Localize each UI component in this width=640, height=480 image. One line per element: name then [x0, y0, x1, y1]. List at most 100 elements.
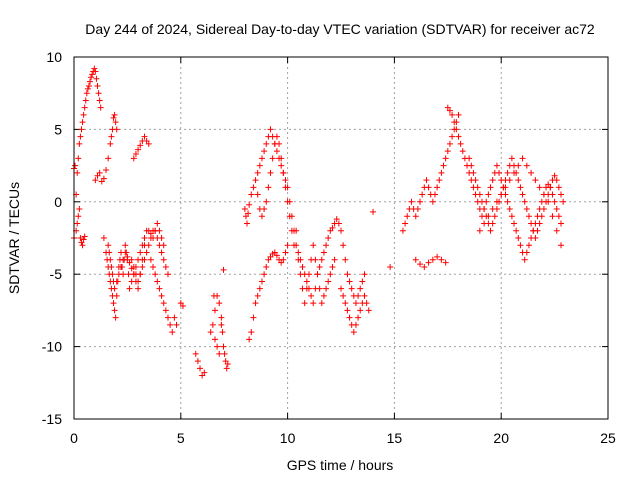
- data-point: [211, 307, 218, 314]
- data-point: [135, 146, 142, 153]
- data-point: [489, 220, 496, 227]
- data-point: [269, 155, 276, 162]
- data-point: [141, 256, 148, 263]
- data-point: [303, 278, 310, 285]
- data-point: [154, 220, 161, 227]
- data-point: [244, 220, 251, 227]
- y-tick-label: 0: [54, 194, 62, 210]
- data-point: [528, 169, 535, 176]
- data-point: [532, 177, 539, 184]
- data-point: [363, 300, 370, 307]
- data-point: [207, 329, 214, 336]
- data-point: [429, 256, 436, 263]
- data-point: [504, 198, 511, 205]
- data-point: [150, 263, 157, 270]
- data-point: [158, 292, 165, 299]
- data-point: [446, 107, 453, 114]
- data-point: [536, 184, 543, 191]
- data-point: [96, 97, 103, 104]
- data-point: [357, 307, 364, 314]
- data-point: [107, 140, 114, 147]
- data-point: [245, 210, 252, 217]
- data-point: [126, 285, 133, 292]
- data-point: [481, 206, 488, 213]
- data-point: [489, 206, 496, 213]
- data-point: [560, 198, 567, 205]
- data-point: [85, 82, 92, 89]
- data-point: [425, 184, 432, 191]
- data-point: [506, 177, 513, 184]
- y-axis-label: SDTVAR / TECUs: [6, 182, 22, 294]
- data-point: [476, 227, 483, 234]
- data-point: [280, 256, 287, 263]
- data-point: [88, 74, 95, 81]
- data-point: [408, 198, 415, 205]
- chart-title: Day 244 of 2024, Sidereal Day-to-day VTE…: [85, 21, 595, 37]
- x-tick-label: 20: [493, 430, 509, 446]
- data-point: [87, 78, 94, 85]
- data-point: [80, 111, 87, 118]
- data-point: [167, 321, 174, 328]
- data-point: [252, 177, 259, 184]
- data-point: [220, 266, 227, 273]
- data-point: [78, 126, 85, 133]
- data-point: [141, 133, 148, 140]
- data-point: [256, 162, 263, 169]
- data-point: [81, 104, 88, 111]
- data-point: [515, 162, 522, 169]
- data-point: [468, 162, 475, 169]
- data-point: [442, 259, 449, 266]
- data-point: [124, 253, 131, 260]
- data-point: [545, 198, 552, 205]
- data-point: [338, 227, 344, 234]
- data-point: [261, 206, 268, 213]
- data-point: [361, 271, 368, 278]
- data-point: [284, 184, 291, 191]
- data-point: [137, 142, 144, 149]
- data-point: [267, 169, 274, 176]
- data-point: [318, 300, 325, 307]
- data-point: [156, 285, 163, 292]
- data-point: [81, 233, 88, 240]
- x-tick-label: 25: [600, 430, 616, 446]
- data-point: [511, 169, 518, 176]
- data-point: [487, 184, 494, 191]
- data-point: [404, 213, 411, 220]
- data-point: [438, 256, 445, 263]
- data-point: [555, 184, 562, 191]
- data-point: [558, 220, 565, 227]
- data-point: [361, 292, 368, 299]
- data-point: [472, 177, 479, 184]
- data-point: [547, 184, 554, 191]
- data-point: [431, 191, 438, 198]
- data-point: [449, 133, 456, 140]
- data-point: [254, 169, 261, 176]
- data-point: [299, 263, 306, 270]
- data-point: [84, 85, 91, 92]
- x-tick-label: 0: [70, 430, 78, 446]
- y-tick-label: 5: [54, 121, 62, 137]
- data-point: [457, 140, 464, 147]
- data-point: [333, 216, 340, 223]
- data-point: [340, 242, 347, 249]
- data-point: [110, 114, 117, 121]
- data-point: [147, 235, 154, 241]
- data-point: [164, 271, 171, 278]
- data-point: [216, 350, 223, 357]
- data-point: [258, 155, 265, 162]
- data-point: [72, 162, 79, 169]
- data-point: [348, 285, 355, 292]
- data-point: [528, 220, 535, 227]
- data-point: [489, 177, 496, 184]
- data-point: [498, 191, 505, 198]
- data-point: [109, 271, 116, 278]
- data-point: [466, 155, 473, 162]
- data-point: [532, 235, 539, 241]
- data-point: [478, 198, 485, 205]
- data-point: [297, 256, 304, 263]
- data-point: [308, 292, 315, 299]
- data-point: [128, 256, 135, 263]
- data-point: [455, 111, 462, 118]
- data-point: [93, 75, 100, 82]
- data-point: [412, 213, 419, 220]
